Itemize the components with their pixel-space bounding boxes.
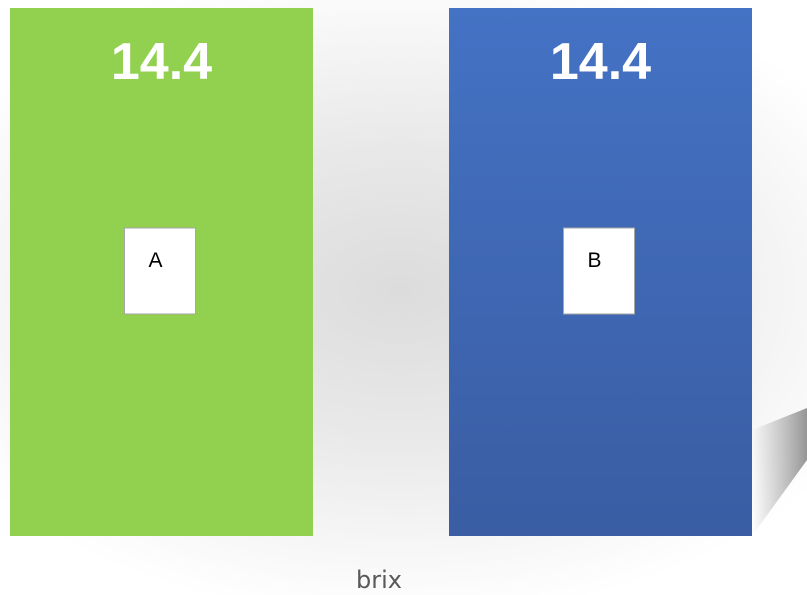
x-axis-title: brix <box>356 566 402 594</box>
bar-a-category-label: A <box>148 249 162 272</box>
bar-b-category-box <box>563 227 635 315</box>
bar-b-value-label: 14.4 <box>550 33 651 91</box>
bar-a-category-box <box>124 227 196 315</box>
bar-b-category-label: B <box>587 249 601 272</box>
bar-a-value-label: 14.4 <box>111 33 212 91</box>
bar-b-shadow <box>752 408 807 536</box>
